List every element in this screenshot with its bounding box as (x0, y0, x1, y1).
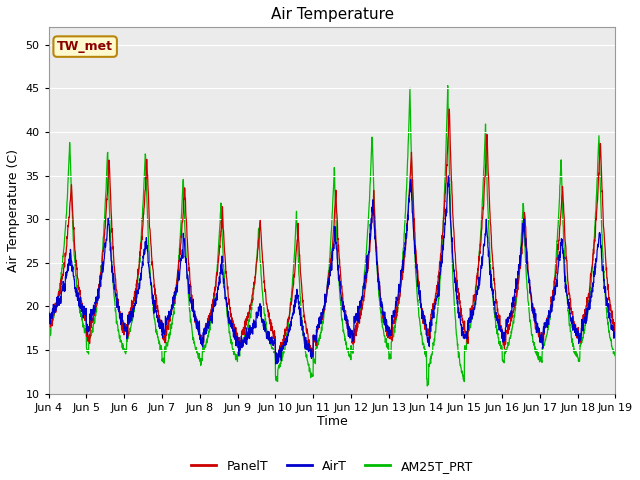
Text: TW_met: TW_met (57, 40, 113, 53)
Legend: PanelT, AirT, AM25T_PRT: PanelT, AirT, AM25T_PRT (186, 455, 477, 478)
X-axis label: Time: Time (317, 415, 348, 429)
Y-axis label: Air Temperature (C): Air Temperature (C) (7, 149, 20, 272)
Title: Air Temperature: Air Temperature (271, 7, 394, 22)
